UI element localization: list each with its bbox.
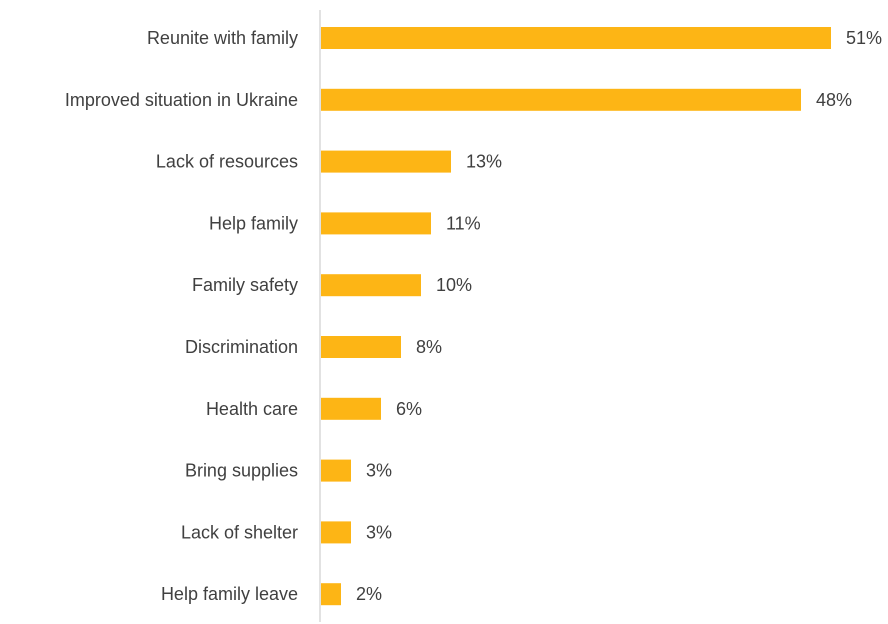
bar [321, 459, 351, 482]
bar [321, 88, 801, 111]
value-labels: 51% 48% 13% 11% 10% 8% 6% 3% 3% 2% [356, 28, 882, 604]
data-label: 11% [446, 213, 481, 233]
category-label: Lack of shelter [181, 522, 298, 542]
category-label: Help family [209, 213, 298, 233]
data-label: 3% [366, 522, 392, 542]
category-label: Improved situation in Ukraine [65, 90, 298, 110]
category-labels: Reunite with family Improved situation in… [65, 28, 298, 604]
data-label: 10% [436, 275, 472, 295]
bar [321, 336, 401, 358]
data-label: 3% [366, 461, 392, 481]
data-label: 13% [466, 152, 502, 172]
bar [321, 583, 341, 606]
category-label: Help family leave [161, 584, 298, 604]
bar [321, 212, 431, 235]
category-label: Family safety [192, 275, 298, 295]
data-label: 48% [816, 90, 852, 110]
bar [321, 274, 421, 297]
bar [321, 27, 831, 49]
data-label: 6% [396, 399, 422, 419]
category-label: Lack of resources [156, 152, 298, 172]
data-label: 51% [846, 28, 882, 48]
category-label: Discrimination [185, 337, 298, 357]
data-label: 8% [416, 337, 442, 357]
bar [321, 397, 381, 420]
bar [321, 150, 451, 173]
category-label: Reunite with family [147, 28, 298, 48]
data-label: 2% [356, 584, 382, 604]
category-label: Health care [206, 399, 298, 419]
bars [321, 27, 831, 606]
bar [321, 521, 351, 544]
category-label: Bring supplies [185, 461, 298, 481]
